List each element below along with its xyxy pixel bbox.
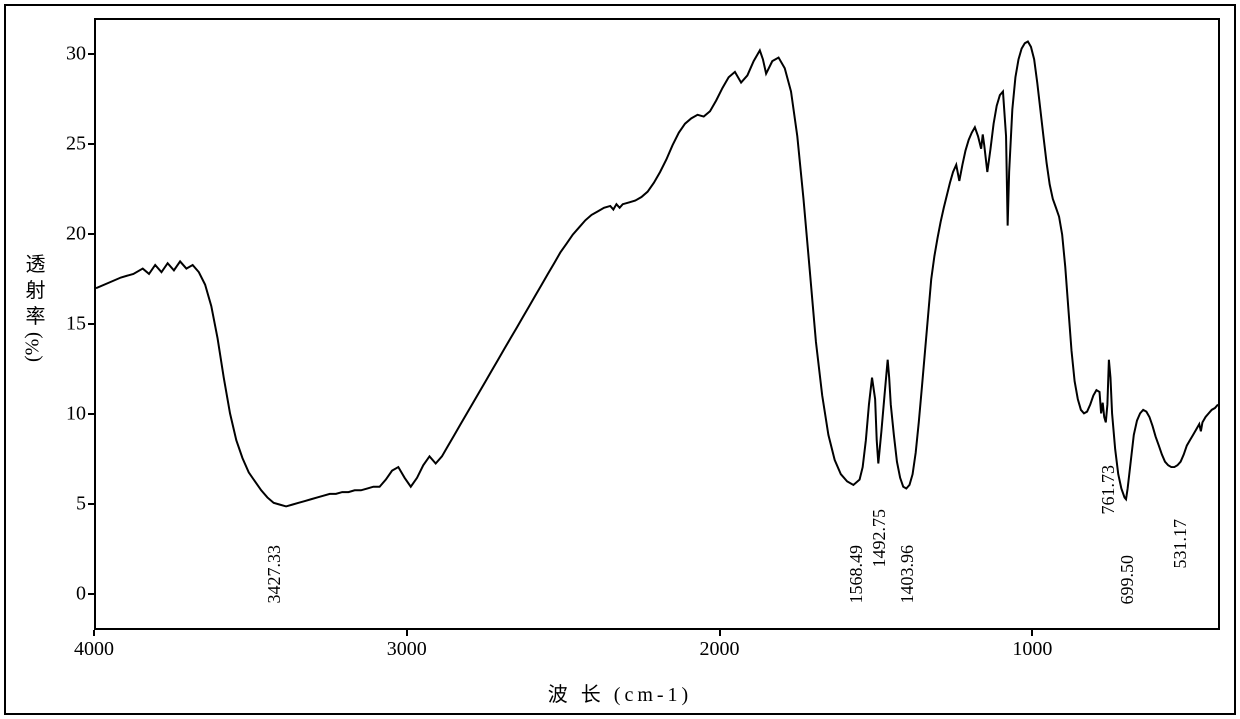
peak-label: 761.73 [1098, 465, 1119, 515]
y-tick-label: 30 [66, 43, 86, 66]
y-tick-mark [88, 413, 94, 415]
chart-frame: 透射率(%) 波 长 (cm-1) 0 5 10 15 20 25 30 4000 3000 20… [4, 4, 1236, 715]
x-tick-label: 4000 [74, 638, 114, 661]
y-tick-mark [88, 53, 94, 55]
y-axis-label: 透射率(%) [18, 254, 48, 359]
x-axis-label: 波 长 (cm-1) [548, 678, 692, 707]
y-axis-label-unit: (%) [21, 332, 44, 362]
spectrum-line [96, 41, 1218, 506]
y-axis-label-main: 透射率 [22, 254, 44, 332]
y-tick-mark [88, 233, 94, 235]
y-tick-mark [88, 593, 94, 595]
y-tick-mark [88, 323, 94, 325]
peak-label: 531.17 [1170, 519, 1191, 569]
x-tick-label: 2000 [700, 638, 740, 661]
x-tick-mark [406, 630, 408, 636]
y-tick-mark [88, 503, 94, 505]
x-tick-mark [719, 630, 721, 636]
y-tick-label: 5 [76, 493, 86, 516]
peak-label: 1492.75 [869, 509, 890, 568]
plot-area [94, 18, 1220, 630]
y-tick-label: 25 [66, 133, 86, 156]
y-tick-label: 15 [66, 313, 86, 336]
peak-label: 1403.96 [897, 545, 918, 604]
y-tick-mark [88, 143, 94, 145]
x-tick-label: 1000 [1012, 638, 1052, 661]
x-tick-mark [1031, 630, 1033, 636]
peak-label: 1568.49 [846, 545, 867, 604]
y-tick-label: 0 [76, 583, 86, 606]
y-tick-label: 20 [66, 223, 86, 246]
peak-label: 699.50 [1117, 555, 1138, 605]
x-tick-label: 3000 [387, 638, 427, 661]
y-tick-label: 10 [66, 403, 86, 426]
spectrum-svg [96, 20, 1218, 628]
x-tick-mark [93, 630, 95, 636]
peak-label: 3427.33 [264, 545, 285, 604]
